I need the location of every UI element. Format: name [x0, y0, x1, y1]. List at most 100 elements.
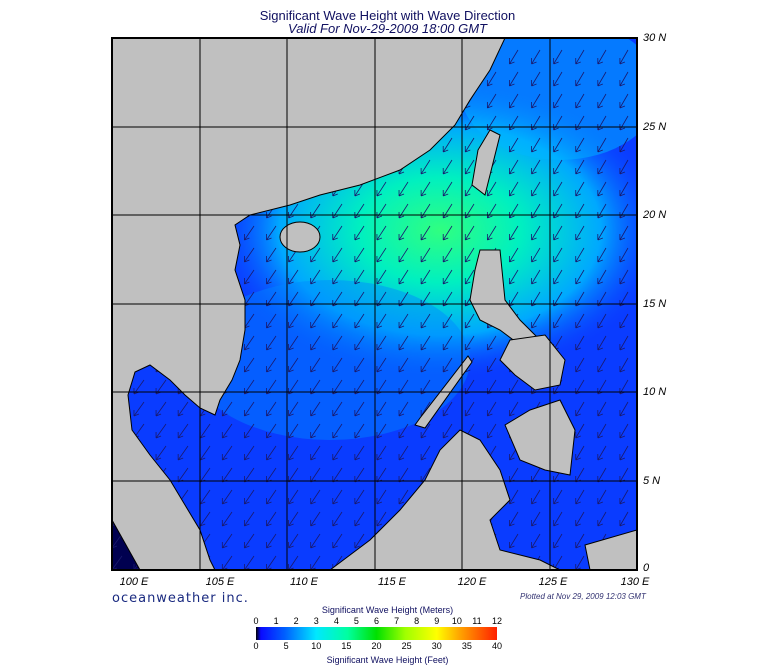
wave-arrow: [266, 423, 277, 439]
wave-arrow: [619, 71, 629, 87]
wave-arrow: [376, 357, 387, 373]
wave-arrow: [376, 511, 387, 527]
wave-arrow: [221, 445, 233, 461]
wave-arrow: [531, 137, 541, 153]
wave-arrow: [531, 225, 541, 241]
wave-arrow: [509, 225, 519, 241]
wave-arrow: [597, 423, 607, 439]
meter-tick: 11: [472, 616, 482, 626]
wave-arrow: [597, 445, 607, 461]
feet-tick: 40: [491, 641, 502, 651]
wave-arrow: [244, 423, 255, 439]
wave-arrow: [354, 247, 365, 263]
wave-arrow: [509, 247, 519, 263]
wave-arrow: [221, 533, 233, 549]
wave-arrow: [509, 269, 519, 285]
wave-arrow: [288, 313, 299, 329]
wave-arrow: [376, 313, 387, 329]
wave-arrow: [376, 335, 387, 351]
wave-arrow: [420, 247, 431, 263]
land-hainan: [279, 221, 321, 253]
wave-arrow: [398, 269, 409, 285]
meter-tick: 7: [394, 616, 400, 626]
wave-arrow: [531, 489, 541, 505]
wave-arrow: [597, 313, 607, 329]
wave-arrow: [376, 489, 387, 505]
feet-tick: 10: [311, 641, 322, 651]
wave-arrow: [575, 489, 585, 505]
wave-arrow: [575, 137, 585, 153]
wave-arrow: [575, 511, 585, 527]
wave-arrow: [619, 181, 629, 197]
wave-arrow: [332, 445, 343, 461]
wave-arrow: [531, 71, 541, 87]
wave-arrow: [442, 247, 453, 263]
wave-arrow: [619, 357, 629, 373]
wave-arrow: [310, 533, 321, 549]
wave-arrow: [619, 489, 629, 505]
wave-arrow: [420, 159, 431, 175]
wave-arrow: [266, 269, 277, 285]
meter-tick: 12: [491, 616, 502, 626]
wave-arrow: [597, 49, 607, 65]
lat-label: 10 N: [643, 386, 667, 398]
wave-arrow: [354, 445, 365, 461]
wave-arrow: [398, 357, 409, 373]
wave-arrow: [553, 269, 563, 285]
wave-arrow: [221, 423, 233, 439]
wave-arrow: [266, 335, 277, 351]
wave-arrow: [553, 225, 563, 241]
wave-arrow: [398, 313, 409, 329]
wave-arrow: [509, 401, 519, 417]
wave-arrow: [464, 401, 475, 417]
meter-tick: 3: [313, 616, 319, 626]
wave-arrow: [619, 137, 629, 153]
wave-arrow: [420, 445, 431, 461]
meter-tick: 6: [373, 616, 379, 626]
wave-arrow: [486, 335, 497, 351]
feet-tick: 0: [253, 641, 259, 651]
wave-arrow: [509, 511, 519, 527]
wave-arrow: [221, 511, 233, 527]
wave-arrow: [354, 511, 365, 527]
meter-tick: 4: [333, 616, 339, 626]
colorbar-meters-title: Significant Wave Height (Meters): [321, 605, 454, 615]
wave-arrow: [354, 357, 365, 373]
wave-arrow: [420, 269, 431, 285]
wave-arrow: [266, 489, 277, 505]
wave-arrow: [597, 159, 607, 175]
wave-arrow: [575, 357, 585, 373]
wave-arrow: [354, 313, 365, 329]
graticule: [112, 38, 637, 570]
wave-arrow: [244, 533, 255, 549]
wave-arrow: [442, 401, 453, 417]
wave-arrow: [376, 181, 387, 197]
wave-arrow: [288, 335, 299, 351]
meter-tick: 0: [253, 616, 259, 626]
wave-arrow: [575, 49, 585, 65]
wave-arrow: [332, 533, 343, 549]
meter-tick: 9: [434, 616, 440, 626]
lat-label: 20 N: [643, 209, 667, 221]
wave-arrow: [553, 137, 563, 153]
lon-label: 100 E: [119, 576, 149, 588]
wave-arrow: [486, 93, 497, 109]
wave-arrow: [531, 181, 541, 197]
wave-arrow: [442, 225, 453, 241]
wave-arrow: [288, 489, 299, 505]
wave-arrow: [310, 269, 321, 285]
wave-arrow: [288, 423, 299, 439]
wave-arrow: [619, 511, 629, 527]
wave-arrow: [398, 401, 409, 417]
wave-arrow: [376, 401, 387, 417]
wave-arrow: [332, 423, 343, 439]
wave-arrow: [332, 313, 343, 329]
wave-arrow: [597, 335, 607, 351]
wave-arrow: [486, 401, 497, 417]
plotted-timestamp: Plotted at Nov 29, 2009 12:03 GMT: [520, 592, 646, 601]
wave-arrow: [266, 247, 277, 263]
wave-arrow: [597, 71, 607, 87]
wave-arrow: [310, 247, 321, 263]
wave-arrow: [575, 445, 585, 461]
wave-arrow: [464, 137, 475, 153]
